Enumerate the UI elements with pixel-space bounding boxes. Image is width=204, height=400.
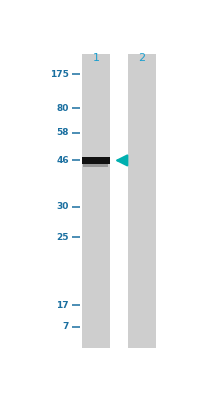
Bar [128,54,155,348]
Bar [83,162,108,166]
Text: 58: 58 [56,128,69,137]
Text: 46: 46 [56,156,69,165]
Bar [82,54,109,348]
Text: 1: 1 [92,53,99,63]
Bar [82,157,109,164]
Text: 25: 25 [56,233,69,242]
Text: 17: 17 [56,301,69,310]
Text: 7: 7 [62,322,69,331]
Text: 30: 30 [56,202,69,211]
Text: 175: 175 [50,70,69,79]
Text: 80: 80 [56,104,69,112]
Text: 2: 2 [138,53,145,63]
